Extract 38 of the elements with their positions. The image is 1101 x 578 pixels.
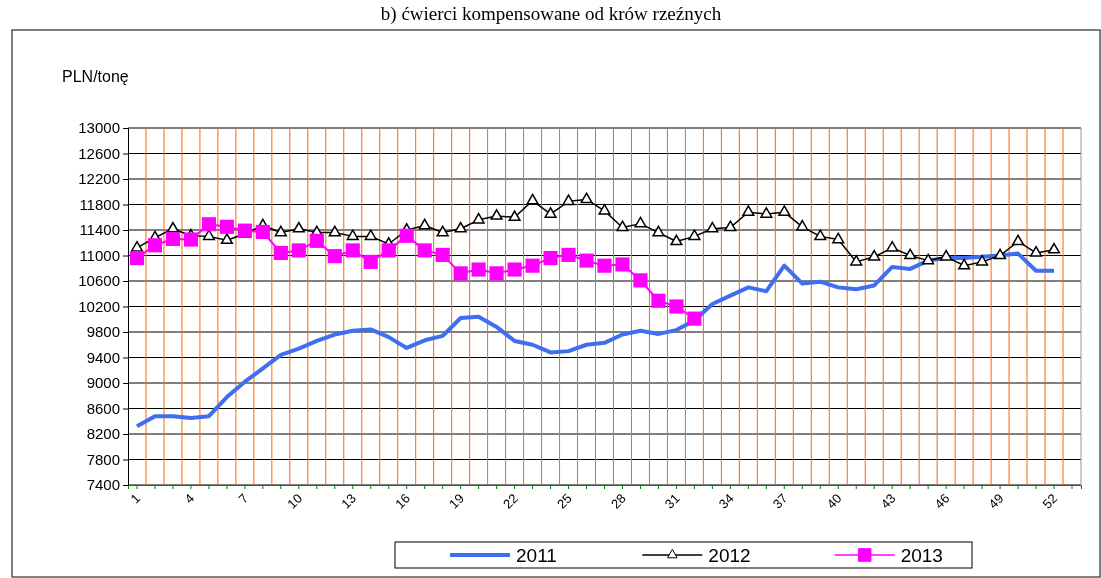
- y-axis-title: PLN/tonę: [62, 68, 129, 85]
- x-tick-label: 19: [446, 490, 467, 512]
- y-tick-label: 8200: [86, 425, 120, 443]
- y-tick-label: 13000: [78, 119, 120, 137]
- y-tick-label: 10200: [78, 297, 120, 315]
- y-tick-label: 10600: [78, 272, 120, 290]
- x-tick-label: 16: [392, 490, 413, 512]
- chart-title: b) ćwierci kompensowane od krów rzeźnych: [380, 3, 722, 25]
- x-tick-label: 52: [1039, 490, 1061, 512]
- y-tick-label: 9800: [86, 323, 120, 341]
- x-tick-label: 31: [661, 490, 683, 512]
- x-tick-label: 43: [877, 490, 899, 512]
- x-tick-label: 28: [607, 490, 629, 512]
- x-tick-label: 25: [553, 490, 575, 512]
- legend-label: 2011: [516, 544, 557, 566]
- legend-label: 2012: [708, 544, 751, 566]
- x-tick-label: 40: [823, 490, 845, 512]
- y-tick-label: 7800: [86, 450, 120, 468]
- x-tick-label: 7: [235, 490, 252, 507]
- x-tick-label: 22: [500, 490, 521, 512]
- x-tick-label: 37: [769, 490, 791, 512]
- x-tick-label: 13: [338, 490, 360, 512]
- x-tick-label: 4: [181, 490, 198, 507]
- y-tick-label: 11000: [79, 246, 120, 264]
- y-tick-label: 11800: [79, 195, 120, 213]
- y-tick-label: 12600: [78, 144, 120, 162]
- y-tick-label: 11400: [79, 221, 120, 239]
- x-tick-label: 46: [931, 490, 953, 512]
- x-tick-label: 1: [127, 490, 144, 507]
- y-tick-label: 9400: [86, 348, 120, 366]
- x-tick-label: 10: [284, 490, 306, 512]
- y-tick-label: 12200: [78, 170, 120, 188]
- legend-label: 2013: [900, 544, 943, 566]
- x-tick-label: 34: [715, 490, 737, 512]
- x-tick-label: 49: [985, 490, 1007, 512]
- y-tick-label: 7400: [86, 476, 120, 494]
- y-tick-label: 9000: [86, 374, 120, 392]
- y-tick-label: 8600: [86, 399, 120, 417]
